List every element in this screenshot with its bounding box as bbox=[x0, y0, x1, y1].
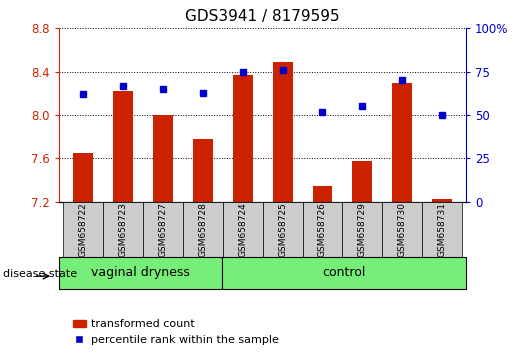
Title: GDS3941 / 8179595: GDS3941 / 8179595 bbox=[185, 9, 340, 24]
Bar bbox=[113, 91, 133, 202]
Text: control: control bbox=[322, 267, 366, 279]
Bar bbox=[73, 153, 93, 202]
Text: vaginal dryness: vaginal dryness bbox=[91, 267, 190, 279]
FancyBboxPatch shape bbox=[382, 202, 422, 257]
Text: GSM658724: GSM658724 bbox=[238, 202, 247, 257]
Text: GSM658729: GSM658729 bbox=[358, 202, 367, 257]
FancyBboxPatch shape bbox=[222, 257, 466, 289]
FancyBboxPatch shape bbox=[63, 202, 103, 257]
FancyBboxPatch shape bbox=[103, 202, 143, 257]
FancyBboxPatch shape bbox=[59, 257, 222, 289]
Bar bbox=[432, 199, 452, 202]
Text: GSM658728: GSM658728 bbox=[198, 202, 208, 257]
Bar bbox=[193, 139, 213, 202]
FancyBboxPatch shape bbox=[263, 202, 302, 257]
FancyBboxPatch shape bbox=[342, 202, 382, 257]
Bar bbox=[233, 75, 253, 202]
Bar bbox=[392, 82, 412, 202]
Bar bbox=[313, 185, 333, 202]
Bar bbox=[272, 62, 293, 202]
FancyBboxPatch shape bbox=[223, 202, 263, 257]
Bar bbox=[352, 161, 372, 202]
Text: disease state: disease state bbox=[3, 269, 77, 279]
FancyBboxPatch shape bbox=[183, 202, 223, 257]
Text: GSM658725: GSM658725 bbox=[278, 202, 287, 257]
Text: GSM658723: GSM658723 bbox=[118, 202, 128, 257]
Legend: transformed count, percentile rank within the sample: transformed count, percentile rank withi… bbox=[73, 319, 279, 345]
Text: GSM658727: GSM658727 bbox=[159, 202, 167, 257]
Bar bbox=[153, 115, 173, 202]
Text: GSM658731: GSM658731 bbox=[438, 202, 447, 257]
Text: GSM658722: GSM658722 bbox=[79, 202, 88, 257]
Text: GSM658730: GSM658730 bbox=[398, 202, 407, 257]
FancyBboxPatch shape bbox=[143, 202, 183, 257]
FancyBboxPatch shape bbox=[302, 202, 342, 257]
Text: GSM658726: GSM658726 bbox=[318, 202, 327, 257]
FancyBboxPatch shape bbox=[422, 202, 462, 257]
